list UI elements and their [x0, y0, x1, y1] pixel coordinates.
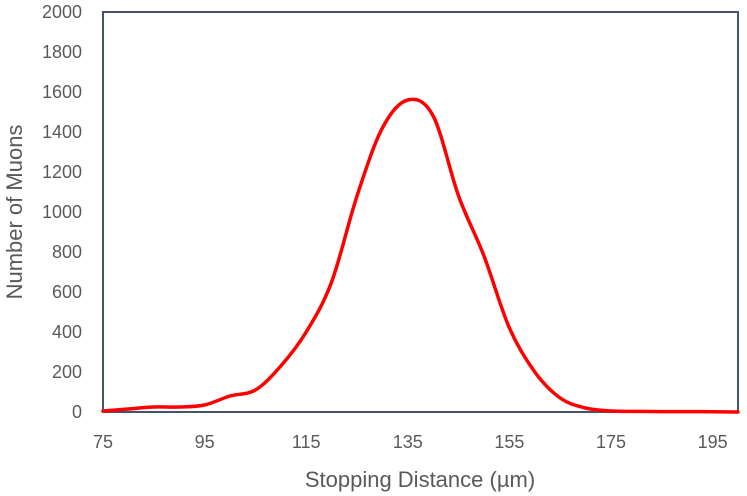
y-axis-title: Number of Muons — [2, 125, 27, 300]
y-tick-label: 800 — [52, 242, 82, 262]
y-axis-ticks: 0 200 400 600 800 1000 1200 1400 1600 1800 2000 — [42, 2, 82, 422]
x-tick-label: 175 — [596, 432, 626, 452]
x-axis-ticks: 75 95 115 135 155 175 195 — [93, 432, 728, 452]
x-tick-label: 95 — [195, 432, 215, 452]
y-tick-label: 200 — [52, 362, 82, 382]
y-tick-label: 1000 — [42, 202, 82, 222]
x-tick-label: 75 — [93, 432, 113, 452]
y-tick-label: 1400 — [42, 122, 82, 142]
y-tick-label: 1800 — [42, 42, 82, 62]
x-tick-label: 115 — [292, 432, 321, 452]
y-tick-label: 1600 — [42, 82, 82, 102]
y-tick-label: 400 — [52, 322, 82, 342]
x-tick-label: 155 — [494, 432, 524, 452]
plot-area-border — [102, 11, 739, 413]
y-tick-label: 1200 — [42, 162, 82, 182]
x-tick-label: 195 — [698, 432, 728, 452]
x-tick-label: 135 — [393, 432, 423, 452]
series-line — [101, 97, 740, 414]
x-axis-title: Stopping Distance (µm) — [305, 467, 535, 492]
y-tick-label: 600 — [52, 282, 82, 302]
y-tick-label: 0 — [72, 402, 82, 422]
y-tick-label: 2000 — [42, 2, 82, 22]
